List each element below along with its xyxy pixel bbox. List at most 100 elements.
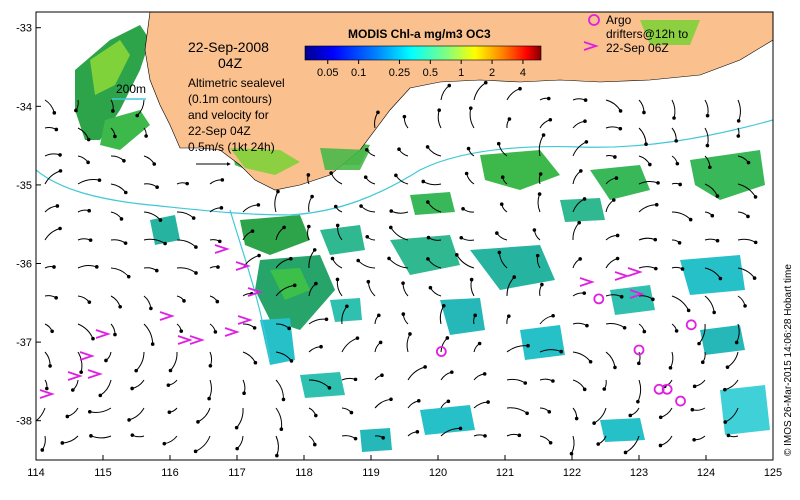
velocity-arrow-head — [613, 155, 617, 159]
velocity-arrow-head — [473, 313, 477, 318]
velocity-arrow-head — [48, 364, 52, 368]
velocity-arrow-head — [253, 360, 258, 365]
y-tick-label: -38 — [16, 416, 32, 428]
velocity-arrow-head — [389, 225, 393, 230]
argo-legend-line-3: 22-Sep 06Z — [606, 41, 669, 55]
velocity-arrow-head — [615, 233, 620, 238]
velocity-arrow-head — [380, 373, 384, 378]
velocity-arrow-head — [123, 241, 128, 245]
velocity-arrow-head — [119, 217, 124, 221]
velocity-arrow — [275, 407, 283, 430]
velocity-arrow — [77, 323, 94, 339]
velocity-arrow-head — [421, 179, 426, 184]
plot-frame — [35, 11, 774, 461]
velocity-arrow-head — [130, 386, 134, 391]
velocity-arrow — [671, 295, 690, 311]
velocity-arrow-head — [416, 399, 421, 403]
velocity-arrow — [44, 170, 61, 185]
velocity-arrow-head — [179, 329, 184, 333]
velocity-arrow-head — [163, 241, 167, 246]
velocity-arrow-head — [588, 359, 593, 364]
description-line-2: (0.1m contours) — [188, 92, 272, 106]
velocity-arrow-head — [364, 147, 369, 152]
velocity-arrow-head — [312, 248, 317, 252]
velocity-arrow — [473, 82, 487, 101]
colorbar-ticks: 0.05 0.1 0.25 0.5 1 2 4 — [317, 60, 526, 79]
velocity-arrow-head — [551, 314, 555, 318]
velocity-arrow-head — [523, 381, 528, 385]
velocity-arrow-head — [559, 349, 563, 354]
velocity-arrow-head — [468, 106, 473, 110]
x-tick-label: 119 — [362, 467, 380, 479]
velocity-arrow — [456, 254, 475, 269]
velocity-arrow — [390, 227, 409, 241]
velocity-arrow-head — [402, 114, 407, 119]
velocity-arrow-head — [52, 111, 57, 115]
velocity-arrow-head — [319, 344, 323, 349]
velocity-arrow — [274, 191, 279, 213]
velocity-arrow-head — [584, 140, 589, 144]
velocity-arrow-head — [150, 342, 155, 346]
velocity-arrow-head — [287, 326, 291, 331]
velocity-arrow-head — [135, 113, 140, 118]
velocity-arrow-head — [345, 304, 349, 309]
velocity-arrow-head — [675, 161, 680, 166]
velocity-arrow-head — [705, 143, 710, 148]
argo-float-marker — [593, 293, 605, 305]
velocity-arrow — [625, 435, 640, 453]
argo-float-marker — [653, 383, 665, 395]
velocity-arrow-head — [615, 256, 620, 261]
velocity-arrow-head — [118, 304, 122, 309]
velocity-arrow-head — [79, 370, 83, 374]
velocity-arrow-head — [677, 241, 682, 245]
velocity-arrow-head — [196, 420, 200, 424]
velocity-arrow-head — [518, 86, 522, 91]
velocity-arrow-head — [356, 258, 360, 263]
velocity-arrow-head — [182, 299, 186, 303]
velocity-arrow-head — [426, 257, 430, 261]
velocity-arrow-head — [700, 360, 705, 365]
velocity-arrow-head — [636, 399, 640, 404]
velocity-arrow-head — [394, 173, 398, 178]
velocity-arrow-head — [401, 281, 405, 285]
velocity-arrow-head — [688, 217, 693, 222]
velocity-arrow-head — [548, 117, 553, 122]
velocity-arrow-head — [86, 137, 91, 142]
velocity-arrow-head — [496, 141, 501, 146]
velocity-arrow-head — [718, 276, 723, 281]
velocity-arrow-head — [525, 411, 529, 416]
velocity-arrow-head — [507, 117, 512, 121]
velocity-arrow-head — [123, 190, 128, 195]
velocity-arrow-head — [94, 265, 99, 269]
velocity-arrow-head — [387, 256, 391, 261]
velocity-arrow-head — [486, 400, 490, 404]
x-tick-label: 121 — [496, 467, 514, 479]
argo-float-marker — [675, 395, 686, 407]
velocity-arrow-head — [585, 323, 589, 328]
colorbar-tick-label: 4 — [520, 67, 526, 79]
velocity-arrow-head — [289, 256, 293, 261]
x-tick-label: 116 — [161, 467, 179, 479]
velocity-arrow-head — [97, 178, 102, 182]
velocity-arrow-head — [216, 265, 220, 269]
velocity-arrow-head — [89, 434, 93, 438]
velocity-arrow-head — [310, 194, 314, 199]
velocity-arrow-head — [162, 441, 167, 446]
velocity-arrow-head — [70, 388, 75, 392]
velocity-arrow-head — [477, 341, 482, 346]
velocity-arrow — [236, 407, 244, 429]
velocity-arrow-head — [126, 274, 131, 279]
velocity-arrow-head — [55, 204, 60, 208]
velocity-arrow-head — [692, 437, 696, 442]
argo-drifter-tracks — [39, 244, 645, 399]
velocity-arrow-head — [324, 317, 329, 322]
velocity-arrow-head — [213, 330, 218, 334]
velocity-arrow-head — [618, 109, 623, 113]
velocity-arrow-head — [363, 175, 368, 180]
y-tick-label: -37 — [16, 337, 32, 349]
velocity-arrow-head — [619, 294, 624, 299]
velocity-arrow-head — [423, 365, 427, 369]
velocity-arrow-head — [276, 189, 280, 194]
velocity-arrow-head — [185, 181, 189, 186]
velocity-arrow-head — [746, 214, 750, 219]
